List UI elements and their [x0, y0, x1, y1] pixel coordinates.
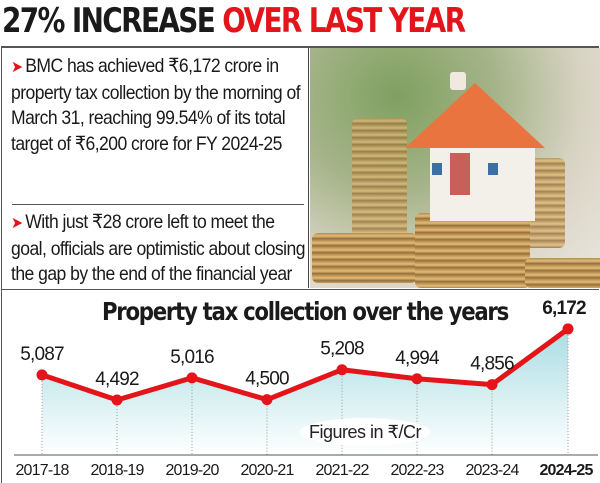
data-point	[111, 394, 123, 406]
area-fill	[42, 328, 568, 455]
data-label: 4,492	[95, 369, 139, 390]
info-box	[1, 46, 599, 290]
data-point	[36, 369, 48, 381]
bullet-1-text: BMC has achieved ₹6,172 crore in propert…	[11, 55, 301, 155]
headline-part1: 27% INCREASE	[2, 1, 216, 41]
red-arrow-icon: ➤	[11, 59, 23, 76]
text-panel: ➤ BMC has achieved ₹6,172 crore in proper…	[2, 48, 309, 288]
units-note: Figures in ₹/Cr	[300, 418, 430, 446]
red-arrow-icon: ➤	[11, 215, 23, 232]
headline-part2: OVER LAST YEAR	[222, 1, 466, 41]
data-label: 5,016	[170, 347, 214, 368]
bullet-2-text: With just ₹28 crore left to meet the goa…	[11, 211, 305, 285]
data-point	[186, 372, 198, 384]
data-label: 4,994	[395, 348, 440, 369]
chart-title: Property tax collection over the years	[102, 297, 509, 326]
bullet-2: ➤ With just ₹28 crore left to meet the go…	[11, 210, 308, 288]
data-label: 4,500	[245, 369, 289, 390]
data-point	[486, 379, 498, 391]
x-tick-label: 2023-24	[465, 462, 519, 479]
data-label: 4,856	[470, 354, 514, 375]
data-point	[562, 323, 574, 335]
x-tick-label: 2020-21	[240, 462, 294, 479]
data-label: 5,208	[320, 339, 364, 360]
data-point	[411, 373, 423, 385]
data-point	[261, 394, 273, 406]
chart-border	[1, 290, 2, 483]
x-tick-label: 2019-20	[165, 462, 219, 479]
line-chart: Property tax collection over the years 5…	[14, 297, 598, 479]
data-label: 6,172	[542, 298, 586, 319]
bullet-1: ➤ BMC has achieved ₹6,172 crore in proper…	[11, 54, 308, 157]
house-on-coins-photo	[310, 48, 600, 288]
series-line	[41, 326, 570, 403]
x-tick-label: 2021-22	[315, 462, 369, 479]
x-tick-label: 2018-19	[90, 462, 144, 479]
x-tick-label: 2024-25	[539, 462, 593, 479]
data-label: 5,087	[20, 344, 64, 365]
headline: 27% INCREASE OVER LAST YEAR	[2, 0, 466, 42]
x-tick-label: 2017-18	[15, 462, 69, 479]
x-tick-label: 2022-23	[390, 462, 444, 479]
divider	[12, 204, 304, 205]
data-point	[336, 364, 348, 376]
